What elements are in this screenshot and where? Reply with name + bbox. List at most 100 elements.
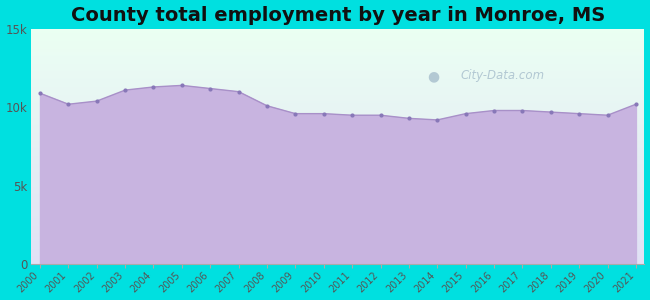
Bar	[31, 120, 644, 121]
Bar	[31, 193, 644, 194]
Bar	[31, 58, 644, 59]
Bar	[31, 158, 644, 159]
Bar	[31, 71, 644, 72]
Bar	[31, 147, 644, 148]
Bar	[31, 104, 644, 105]
Bar	[31, 231, 644, 232]
Bar	[31, 117, 644, 118]
Bar	[31, 206, 644, 207]
Bar	[31, 130, 644, 131]
Bar	[31, 63, 644, 64]
Bar	[31, 41, 644, 42]
Bar	[31, 228, 644, 229]
Bar	[31, 170, 644, 171]
Bar	[31, 245, 644, 246]
Bar	[31, 42, 644, 43]
Bar	[31, 212, 644, 213]
Bar	[31, 96, 644, 97]
Bar	[31, 82, 644, 83]
Bar	[31, 210, 644, 211]
Bar	[31, 124, 644, 125]
Bar	[31, 66, 644, 67]
Title: County total employment by year in Monroe, MS: County total employment by year in Monro…	[71, 6, 605, 25]
Bar	[31, 32, 644, 33]
Bar	[31, 70, 644, 71]
Bar	[31, 118, 644, 119]
Bar	[31, 209, 644, 210]
Bar	[31, 79, 644, 80]
Bar	[31, 67, 644, 68]
Bar	[31, 172, 644, 173]
Bar	[31, 90, 644, 91]
Text: ●: ●	[427, 69, 439, 83]
Bar	[31, 200, 644, 201]
Bar	[31, 243, 644, 244]
Bar	[31, 240, 644, 241]
Bar	[31, 184, 644, 185]
Bar	[31, 248, 644, 249]
Bar	[31, 236, 644, 237]
Bar	[31, 144, 644, 145]
Bar	[31, 226, 644, 227]
Bar	[31, 148, 644, 149]
Bar	[31, 238, 644, 239]
Bar	[31, 217, 644, 218]
Bar	[31, 201, 644, 202]
Bar	[31, 135, 644, 136]
Bar	[31, 223, 644, 224]
Bar	[31, 183, 644, 184]
Bar	[31, 61, 644, 62]
Bar	[31, 224, 644, 225]
Bar	[31, 191, 644, 192]
Bar	[31, 112, 644, 113]
Bar	[31, 129, 644, 130]
Bar	[31, 178, 644, 179]
Bar	[31, 53, 644, 54]
Bar	[31, 85, 644, 86]
Bar	[31, 238, 644, 239]
Bar	[31, 198, 644, 199]
Bar	[31, 95, 644, 96]
Bar	[31, 36, 644, 37]
Text: City-Data.com: City-Data.com	[461, 70, 545, 83]
Bar	[31, 244, 644, 245]
Bar	[31, 111, 644, 112]
Bar	[31, 153, 644, 154]
Bar	[31, 109, 644, 110]
Bar	[31, 252, 644, 253]
Bar	[31, 119, 644, 120]
Bar	[31, 121, 644, 122]
Bar	[31, 241, 644, 242]
Bar	[31, 152, 644, 153]
Bar	[31, 204, 644, 205]
Bar	[31, 56, 644, 57]
Bar	[31, 87, 644, 88]
Bar	[31, 139, 644, 140]
Bar	[31, 249, 644, 250]
Bar	[31, 116, 644, 117]
Bar	[31, 174, 644, 175]
Bar	[31, 126, 644, 127]
Bar	[31, 261, 644, 262]
Bar	[31, 123, 644, 124]
Bar	[31, 92, 644, 93]
Bar	[31, 118, 644, 119]
Bar	[31, 125, 644, 126]
Bar	[31, 47, 644, 48]
Bar	[31, 85, 644, 86]
Bar	[31, 128, 644, 129]
Bar	[31, 35, 644, 36]
Bar	[31, 88, 644, 89]
Bar	[31, 156, 644, 157]
Bar	[31, 62, 644, 63]
Bar	[31, 182, 644, 183]
Bar	[31, 131, 644, 132]
Bar	[31, 162, 644, 163]
Bar	[31, 55, 644, 56]
Bar	[31, 37, 644, 38]
Bar	[31, 149, 644, 150]
Bar	[31, 30, 644, 31]
Bar	[31, 186, 644, 187]
Bar	[31, 65, 644, 66]
Bar	[31, 137, 644, 138]
